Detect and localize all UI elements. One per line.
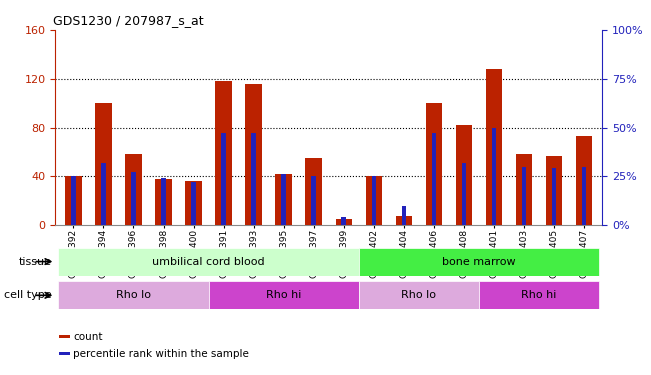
Text: tissue: tissue <box>19 256 52 267</box>
Bar <box>215 81 232 225</box>
Bar <box>191 182 196 225</box>
Bar <box>516 154 533 225</box>
Bar <box>155 179 172 225</box>
Bar <box>335 219 352 225</box>
Bar <box>366 176 382 225</box>
Bar <box>59 281 208 309</box>
Text: Rho hi: Rho hi <box>521 290 557 300</box>
Bar <box>101 163 105 225</box>
Text: umbilical cord blood: umbilical cord blood <box>152 256 265 267</box>
Bar <box>396 216 412 225</box>
Bar <box>65 176 81 225</box>
Bar <box>221 134 226 225</box>
Bar <box>186 181 202 225</box>
Bar <box>582 166 587 225</box>
Text: count: count <box>74 332 103 342</box>
Text: GDS1230 / 207987_s_at: GDS1230 / 207987_s_at <box>53 15 203 27</box>
Bar <box>161 178 166 225</box>
Bar <box>359 281 479 309</box>
Bar <box>305 158 322 225</box>
Bar <box>521 166 527 225</box>
Bar <box>576 136 592 225</box>
Bar <box>552 168 557 225</box>
Bar <box>456 125 472 225</box>
Bar <box>359 248 599 276</box>
Bar <box>208 281 359 309</box>
Bar <box>131 172 136 225</box>
Bar <box>245 84 262 225</box>
Text: Rho lo: Rho lo <box>402 290 436 300</box>
Bar <box>125 154 142 225</box>
Text: Rho lo: Rho lo <box>116 290 151 300</box>
Bar <box>59 352 70 355</box>
Text: bone marrow: bone marrow <box>442 256 516 267</box>
Bar <box>426 103 442 225</box>
Bar <box>479 281 599 309</box>
Bar <box>59 335 70 338</box>
Bar <box>492 128 496 225</box>
Text: cell type: cell type <box>5 290 52 300</box>
Bar <box>251 134 256 225</box>
Bar <box>59 248 359 276</box>
Bar <box>95 103 112 225</box>
Bar <box>462 163 466 225</box>
Bar <box>432 134 436 225</box>
Bar <box>402 206 406 225</box>
Text: percentile rank within the sample: percentile rank within the sample <box>74 349 249 358</box>
Bar <box>71 176 76 225</box>
Bar <box>281 174 286 225</box>
Bar <box>342 217 346 225</box>
Bar <box>372 176 376 225</box>
Bar <box>275 174 292 225</box>
Bar <box>311 176 316 225</box>
Bar <box>546 156 562 225</box>
Text: Rho hi: Rho hi <box>266 290 301 300</box>
Bar <box>486 69 503 225</box>
